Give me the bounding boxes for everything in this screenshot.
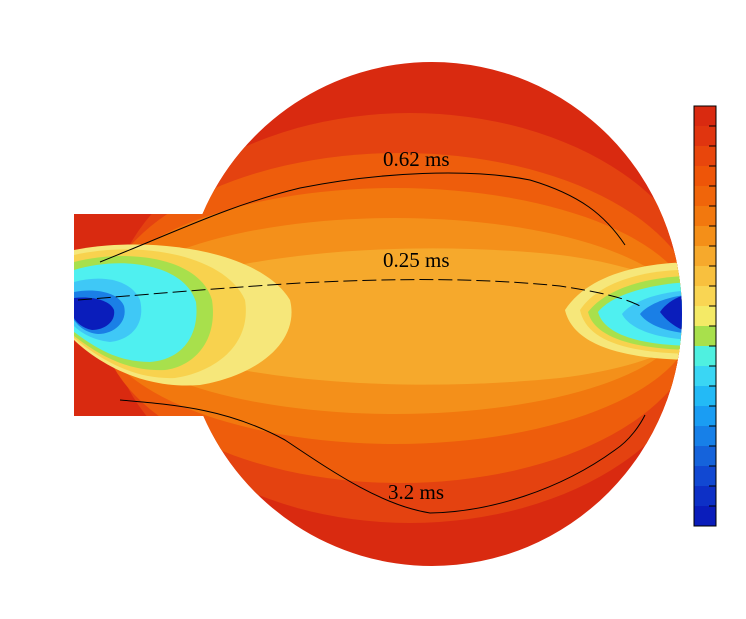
colorbar-swatch [694,426,716,447]
colorbar-swatch [694,146,716,167]
colorbar-swatch [694,306,716,327]
contour-label-062: 0.62 ms [383,147,450,171]
colorbar-swatch [694,206,716,227]
left-deepblue-region [74,297,115,330]
contour-label-group: 0.62 ms 0.25 ms 3.2 ms [383,147,450,504]
colorbar-swatch [694,326,716,347]
core-region [150,248,682,385]
colorbar-swatch [694,366,716,387]
contour-line-32 [119,399,646,514]
colorbar-swatch [694,286,716,307]
colorbar-swatch [694,386,716,407]
colorbar-swatch [694,506,716,527]
colorbar [693,105,717,527]
colorbar-swatch [694,266,716,287]
contour-lines [77,172,646,514]
contour-line-025 [77,279,641,307]
colorbar-swatch [694,106,716,127]
contour-line-062 [99,172,626,263]
colorbar-swatch [694,166,716,187]
colorbar-swatch [694,346,716,367]
colorbar-swatch [694,406,716,427]
colorbar-swatch [694,226,716,247]
colorbar-swatch [694,486,716,507]
right-deepblue-region [660,294,682,333]
colorbar-swatch [694,466,716,487]
contour-label-025: 0.25 ms [383,248,450,272]
colorbar-swatch [694,126,716,147]
colorbar-swatch [694,246,716,267]
contour-label-32: 3.2 ms [388,480,444,504]
colorbar-swatch [694,186,716,207]
colorbar-border [693,105,717,527]
colorbar-swatch [694,446,716,467]
